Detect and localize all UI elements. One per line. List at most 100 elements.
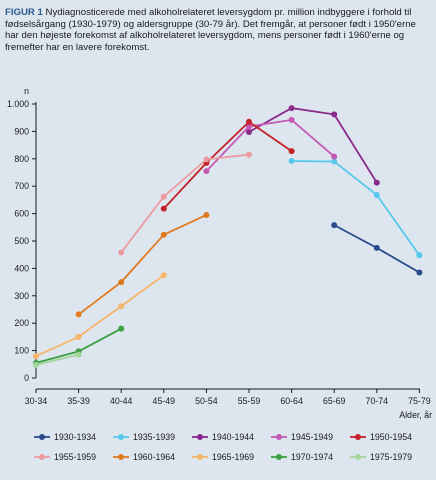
caption-text: Nydiagnosticerede med alkoholrelateret l… xyxy=(5,7,416,53)
legend-label: 1970-1974 xyxy=(291,452,333,462)
figure-caption: FIGUR 1 Nydiagnosticerede med alkoholrel… xyxy=(5,7,425,53)
data-point xyxy=(75,333,82,340)
series-line xyxy=(291,160,421,256)
legend-label: 1955-1959 xyxy=(54,452,96,462)
data-point xyxy=(203,211,210,218)
series-1945-1949 xyxy=(203,116,338,175)
y-axis: 0 100 200 300 400 500 600 700 800 900 1.000 n xyxy=(7,86,37,383)
legend-label: 1950-1954 xyxy=(370,432,412,442)
series-line xyxy=(120,153,250,254)
data-point xyxy=(203,156,210,163)
data-point xyxy=(246,118,252,125)
legend-item: 1930-1934 xyxy=(34,432,96,442)
y-tick-label: 800 xyxy=(14,154,29,164)
series-line xyxy=(35,274,165,357)
legend-label: 1930-1934 xyxy=(54,432,96,442)
legend-swatch-marker xyxy=(355,454,361,460)
data-point xyxy=(203,168,210,175)
data-point xyxy=(160,193,167,200)
data-point xyxy=(331,158,338,165)
series-1935-1939 xyxy=(288,157,423,259)
y-axis-label: n xyxy=(24,86,29,96)
data-point xyxy=(373,179,380,186)
series-line xyxy=(35,353,79,366)
x-tick-label: 55-59 xyxy=(238,396,261,406)
legend-item: 1955-1959 xyxy=(34,452,96,462)
legend-item: 1945-1949 xyxy=(271,432,333,442)
legend-item: 1965-1969 xyxy=(192,452,254,462)
x-tick-label: 65-69 xyxy=(323,396,346,406)
series-1965-1969 xyxy=(33,272,167,360)
data-point xyxy=(118,279,125,286)
legend-item: 1975-1979 xyxy=(350,452,412,462)
data-point xyxy=(118,303,125,310)
data-point xyxy=(331,222,338,229)
data-point xyxy=(246,123,252,130)
data-point xyxy=(373,191,380,198)
data-point xyxy=(118,325,125,332)
legend-label: 1960-1964 xyxy=(133,452,175,462)
series-1955-1959 xyxy=(118,151,252,256)
data-point xyxy=(246,151,252,158)
x-tick-label: 60-64 xyxy=(280,396,303,406)
legend-label: 1965-1969 xyxy=(212,452,254,462)
legend-swatch-marker xyxy=(276,434,282,440)
legend-item: 1970-1974 xyxy=(271,452,333,462)
caption-label: FIGUR 1 xyxy=(5,7,43,18)
x-tick-label: 30-34 xyxy=(25,396,48,406)
series-1950-1954 xyxy=(160,118,295,212)
series-1960-1964 xyxy=(75,211,210,318)
legend-item: 1950-1954 xyxy=(350,432,412,442)
x-tick-label: 70-74 xyxy=(366,396,389,406)
series-line xyxy=(163,120,293,210)
data-point xyxy=(246,128,252,135)
y-tick-label: 0 xyxy=(24,373,29,383)
y-tick-label: 900 xyxy=(14,126,29,136)
data-point xyxy=(160,205,167,212)
y-tick-label: 100 xyxy=(14,346,29,356)
series-1940-1944 xyxy=(246,105,380,186)
legend-label: 1935-1939 xyxy=(133,432,175,442)
legend-swatch-marker xyxy=(118,434,124,440)
legend-label: 1945-1949 xyxy=(291,432,333,442)
data-point xyxy=(288,105,295,112)
legend-label: 1940-1944 xyxy=(212,432,254,442)
data-point xyxy=(75,351,82,358)
data-point xyxy=(331,111,338,118)
series-line xyxy=(205,118,335,172)
data-point xyxy=(160,231,167,238)
data-point xyxy=(160,272,167,279)
data-point xyxy=(288,157,295,164)
y-tick-label: 300 xyxy=(14,291,29,301)
x-tick-label: 50-54 xyxy=(195,396,218,406)
series-line xyxy=(78,214,207,316)
y-tick-label: 1.000 xyxy=(7,99,29,109)
y-tick-label: 500 xyxy=(14,236,29,246)
data-point xyxy=(288,116,295,123)
y-tick-label: 400 xyxy=(14,263,29,273)
legend-swatch-marker xyxy=(118,454,124,460)
series-1930-1934 xyxy=(331,222,423,276)
series-line xyxy=(35,327,122,364)
legend-swatch-marker xyxy=(197,454,203,460)
legend-swatch-marker xyxy=(197,434,203,440)
data-point xyxy=(75,311,82,318)
x-tick-label: 45-49 xyxy=(153,396,176,406)
y-tick-label: 200 xyxy=(14,318,29,328)
series-1975-1979 xyxy=(33,351,82,368)
series-1970-1974 xyxy=(33,325,125,366)
data-point xyxy=(288,148,295,155)
y-tick-label: 600 xyxy=(14,209,29,219)
legend-label: 1975-1979 xyxy=(370,452,412,462)
legend-item: 1940-1944 xyxy=(192,432,254,442)
series-line xyxy=(248,107,378,184)
legend-swatch-marker xyxy=(355,434,361,440)
x-tick-label: 75-79 xyxy=(408,396,431,406)
data-point xyxy=(416,252,423,259)
x-axis: 30-34 35-39 40-44 45-49 50-54 55-59 60-64 65-69… xyxy=(25,388,432,420)
x-axis-label: Alder, år xyxy=(399,410,432,420)
data-point xyxy=(373,244,380,251)
legend-item: 1935-1939 xyxy=(113,432,175,442)
